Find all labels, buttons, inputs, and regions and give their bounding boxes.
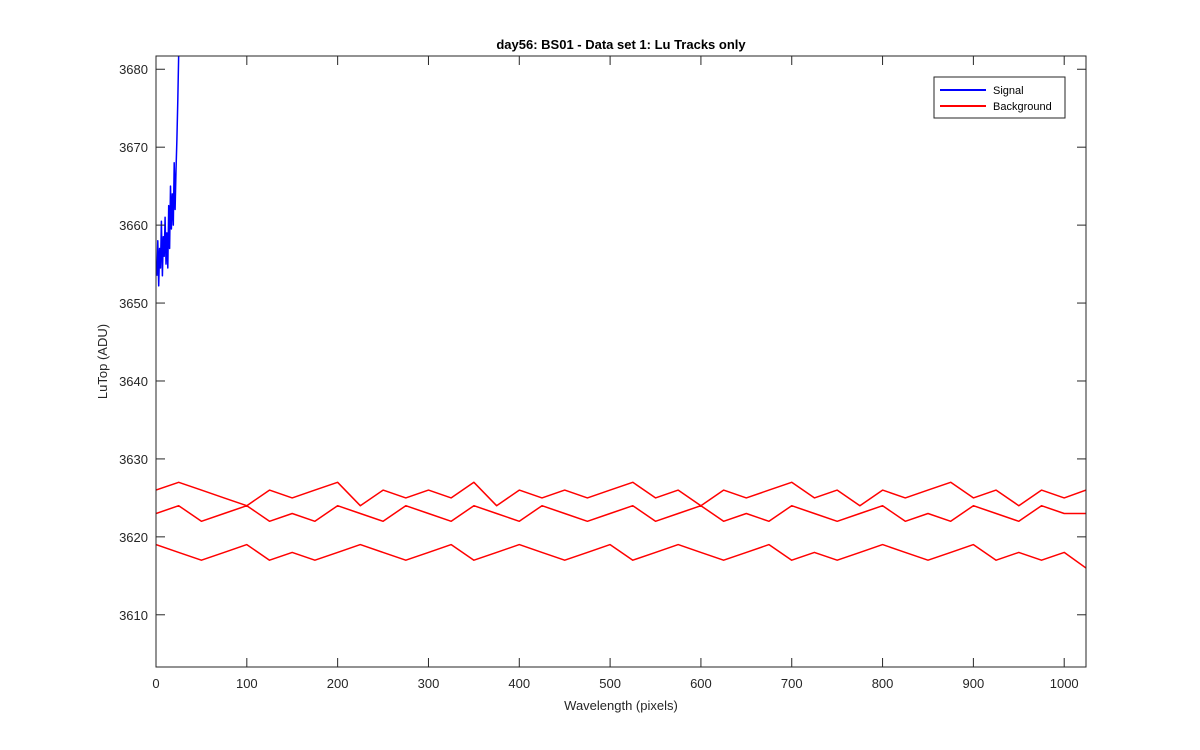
y-tick-label-0: 3610 [119,608,148,623]
x-tick-label-7: 700 [781,676,803,691]
legend-background-label: Background [993,101,1052,113]
legend-box [933,76,1066,119]
y-tick-label-6: 3670 [119,140,148,155]
y-axis-label: LuTop (ADU) [95,324,110,399]
plot-area [156,56,1086,667]
plot-frame [155,55,1087,668]
y-tick-label-4: 3650 [119,296,148,311]
series-line-3 [156,543,1086,569]
y-tick-label-3: 3640 [119,374,148,389]
x-tick-label-5: 500 [599,676,621,691]
y-tick-label-1: 3620 [119,530,148,545]
x-tick-label-6: 600 [690,676,712,691]
x-tick-label-4: 400 [508,676,530,691]
x-tick-label-10: 1000 [1050,676,1079,691]
chart-title: day56: BS01 - Data set 1: Lu Tracks only [496,37,746,52]
y-tick-label-7: 3680 [119,62,148,77]
y-tick-label-2: 3630 [119,452,148,467]
x-tick-label-1: 100 [236,676,258,691]
series-line-1 [156,481,1086,507]
series-layer [156,56,1086,569]
legend-signal-label: Signal [993,85,1024,97]
x-tick-label-9: 900 [963,676,985,691]
legend: Signal Background [933,76,1066,119]
x-tick-label-0: 0 [152,676,159,691]
y-axis: 3610 3620 3630 3640 3650 3660 3670 3680 [119,62,1086,623]
y-tick-label-5: 3660 [119,218,148,233]
series-line-2 [156,504,1086,523]
x-tick-label-3: 300 [418,676,440,691]
x-axis: 0 100 200 300 400 500 600 700 800 900 1000 [152,56,1079,691]
x-tick-label-8: 800 [872,676,894,691]
x-axis-label: Wavelength (pixels) [564,698,678,713]
x-tick-label-2: 200 [327,676,349,691]
series-line-0 [156,56,180,287]
